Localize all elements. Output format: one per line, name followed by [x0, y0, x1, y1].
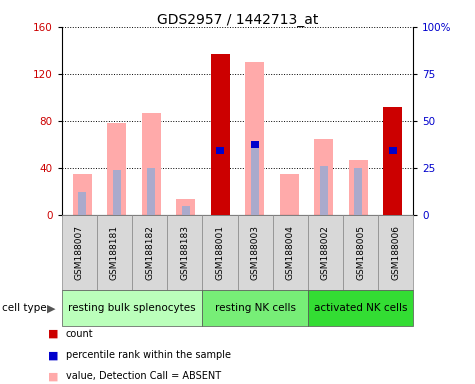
Bar	[245, 62, 264, 215]
Text: ■: ■	[48, 329, 58, 339]
Text: ▶: ▶	[47, 303, 55, 313]
Text: GSM188183: GSM188183	[180, 225, 189, 280]
Bar	[251, 144, 259, 215]
Text: percentile rank within the sample: percentile rank within the sample	[66, 350, 230, 360]
Bar	[142, 113, 161, 215]
Text: GSM188002: GSM188002	[321, 225, 330, 280]
Text: resting bulk splenocytes: resting bulk splenocytes	[68, 303, 196, 313]
Text: GSM188004: GSM188004	[286, 225, 294, 280]
Bar	[349, 160, 368, 215]
Bar	[354, 168, 362, 215]
Bar	[107, 123, 126, 215]
Text: GSM188182: GSM188182	[145, 225, 154, 280]
Bar	[216, 147, 224, 154]
Text: GSM188003: GSM188003	[251, 225, 259, 280]
Bar	[320, 166, 328, 215]
Bar	[182, 206, 190, 215]
Bar	[211, 54, 230, 215]
Text: GSM188005: GSM188005	[356, 225, 365, 280]
Bar	[78, 192, 86, 215]
Text: resting NK cells: resting NK cells	[215, 303, 295, 313]
Text: GSM188001: GSM188001	[216, 225, 224, 280]
Bar	[73, 174, 92, 215]
Text: GSM188007: GSM188007	[75, 225, 84, 280]
Bar	[251, 141, 259, 148]
Text: ■: ■	[48, 371, 58, 381]
Bar	[383, 107, 402, 215]
Text: count: count	[66, 329, 93, 339]
Bar	[389, 147, 397, 154]
Text: ■: ■	[48, 350, 58, 360]
Bar	[147, 168, 155, 215]
Text: cell type: cell type	[2, 303, 47, 313]
Text: GSM188006: GSM188006	[391, 225, 400, 280]
Bar	[280, 174, 299, 215]
Text: value, Detection Call = ABSENT: value, Detection Call = ABSENT	[66, 371, 221, 381]
Bar	[113, 170, 121, 215]
Bar	[176, 199, 195, 215]
Text: activated NK cells: activated NK cells	[314, 303, 407, 313]
Bar	[314, 139, 333, 215]
Text: GDS2957 / 1442713_at: GDS2957 / 1442713_at	[157, 13, 318, 27]
Text: GSM188181: GSM188181	[110, 225, 119, 280]
